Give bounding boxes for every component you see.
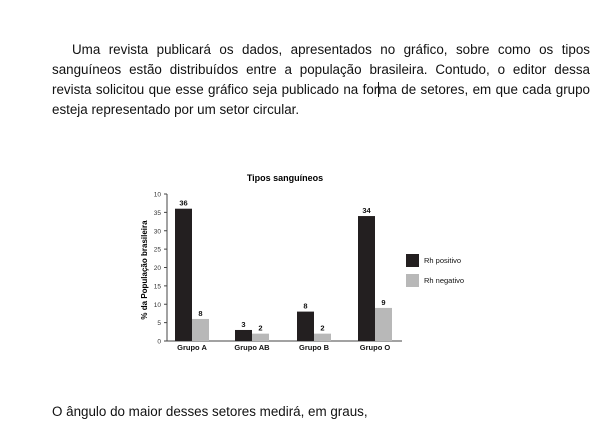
legend: Rh positivo Rh negativo <box>406 254 464 287</box>
chart-title: Tipos sanguíneos <box>247 173 323 183</box>
intro-paragraph: Uma revista publicará os dados, apresent… <box>52 42 590 117</box>
data-label: 2 <box>258 324 262 333</box>
bar <box>375 307 392 341</box>
data-label: 8 <box>303 302 307 311</box>
data-label: 9 <box>381 298 385 307</box>
data-label: 34 <box>362 206 371 215</box>
bar <box>235 329 252 341</box>
text-cursor <box>378 82 379 97</box>
y-tick-label: 15 <box>154 283 162 290</box>
bar <box>358 216 375 341</box>
x-tick-label: Grupo O <box>360 343 391 352</box>
bar <box>314 333 331 341</box>
data-labels: 36 8 3 2 8 2 34 9 <box>179 199 385 333</box>
legend-swatch <box>406 274 419 287</box>
legend-swatch <box>406 254 419 267</box>
legend-label: Rh negativo <box>424 276 464 285</box>
y-tick-label: 5 <box>157 320 161 327</box>
bar <box>297 311 314 341</box>
y-tick-label: 30 <box>154 228 162 235</box>
y-tick-label: 10 <box>154 192 162 199</box>
x-tick-label: Grupo B <box>299 343 330 352</box>
blood-type-chart: Tipos sanguíneos % da População brasilei… <box>140 173 464 352</box>
y-tick-label: 20 <box>154 265 162 272</box>
data-label: 36 <box>179 199 187 208</box>
bar <box>252 333 269 341</box>
question-text: O ângulo do maior desses setores medirá,… <box>52 404 368 419</box>
data-label: 8 <box>198 309 202 318</box>
legend-label: Rh positivo <box>424 256 461 265</box>
y-tick-label: 10 <box>154 302 162 309</box>
y-ticks: 0 5 10 15 20 25 30 35 10 <box>154 192 167 346</box>
x-tick-label: Grupo AB <box>234 343 270 352</box>
y-axis-label: % da População brasileira <box>140 220 149 320</box>
data-label: 2 <box>320 324 324 333</box>
y-tick-label: 35 <box>154 210 162 217</box>
y-tick-label: 25 <box>154 247 162 254</box>
bar <box>192 318 209 341</box>
data-label: 3 <box>241 320 245 329</box>
bar <box>175 208 192 341</box>
x-tick-label: Grupo A <box>177 343 207 352</box>
y-tick-label: 0 <box>157 339 161 346</box>
bars <box>175 208 392 341</box>
x-tick-labels: Grupo A Grupo AB Grupo B Grupo O <box>177 343 390 352</box>
